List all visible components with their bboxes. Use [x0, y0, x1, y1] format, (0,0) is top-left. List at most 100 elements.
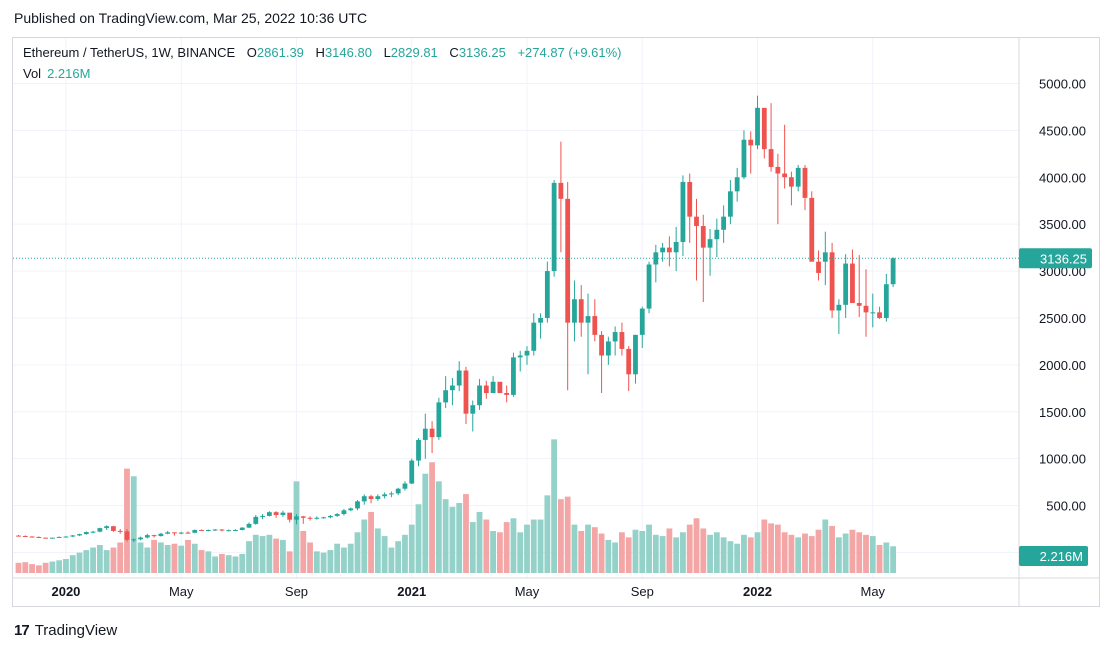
high-key: H — [315, 45, 325, 60]
candle-body — [172, 532, 177, 534]
candle-body — [104, 526, 110, 529]
candle-body — [300, 516, 306, 518]
volume-bar — [612, 542, 619, 573]
volume-bar — [524, 524, 530, 573]
x-tick-label: 2020 — [51, 584, 80, 599]
volume-bar — [551, 439, 558, 573]
candle-body — [748, 139, 754, 146]
volume-bar — [890, 546, 897, 573]
volume-bar — [395, 541, 402, 573]
candle-body — [307, 517, 313, 519]
candle-body — [477, 385, 482, 406]
volume-bar — [178, 545, 185, 573]
candle-body — [144, 535, 150, 538]
volume-bar — [469, 522, 476, 573]
candle-body — [389, 493, 394, 495]
volume-bar — [822, 519, 829, 573]
volume-bar — [374, 528, 381, 573]
volume-bar — [117, 542, 124, 573]
candle-body — [633, 334, 638, 375]
candle-body — [192, 529, 198, 533]
volume-bar — [625, 537, 632, 573]
candle-body — [348, 508, 354, 511]
volume-bar — [666, 528, 673, 573]
volume-bar — [171, 543, 178, 573]
volume-bar — [185, 539, 191, 573]
candle-body — [836, 304, 842, 311]
last-price-badge — [1019, 248, 1092, 269]
candle-body — [355, 501, 360, 509]
candle-body — [422, 428, 428, 440]
brand-name: TradingView — [34, 622, 118, 639]
candle-body — [639, 308, 645, 335]
volume-bar — [415, 504, 422, 573]
tradingview-logo[interactable]: 17 TradingView — [14, 622, 117, 639]
candle-body — [585, 316, 591, 323]
candle-body — [761, 107, 767, 150]
volume-bar — [605, 539, 612, 573]
candle-body — [375, 496, 381, 500]
candle-body — [327, 515, 333, 518]
last-price-label: 3136.25 — [1040, 251, 1087, 266]
candle-body — [402, 483, 408, 489]
candle-body — [280, 512, 286, 515]
candle-body — [138, 537, 143, 540]
y-tick-label: 5000.00 — [1039, 76, 1086, 91]
volume-bar — [408, 524, 415, 573]
candle-body — [212, 529, 218, 531]
x-tick-label: Sep — [631, 584, 654, 599]
volume-bar — [558, 499, 564, 573]
candle-body — [883, 284, 889, 318]
candle-body — [287, 512, 293, 520]
volume-bar — [598, 533, 605, 573]
volume-bar — [422, 473, 429, 573]
symbol-label[interactable]: Ethereum / TetherUS, 1W, BINANCE — [23, 45, 236, 60]
volume-bar — [564, 496, 571, 573]
volume-bar — [747, 537, 754, 573]
volume-bar — [449, 506, 456, 573]
y-tick-label: 500.00 — [1046, 499, 1086, 514]
volume-bar — [42, 562, 49, 573]
legend-volume: Vol 2.216M — [23, 66, 90, 81]
x-tick-label: 2021 — [397, 584, 426, 599]
volume-bar — [137, 542, 144, 573]
volume-bar — [490, 531, 496, 573]
candle-body — [16, 535, 21, 537]
candle-body — [117, 530, 123, 532]
candle-body — [850, 263, 855, 303]
volume-bar — [652, 534, 659, 573]
volume-badge — [1019, 546, 1088, 566]
candle-body — [70, 535, 76, 537]
volume-bar — [205, 551, 212, 573]
candle-body — [511, 357, 516, 395]
axes: 5000.004500.004000.003500.003000.002500.… — [13, 38, 1099, 607]
volume-bar — [334, 543, 341, 573]
volume-bar — [293, 481, 300, 573]
open-value: 2861.39 — [256, 45, 304, 60]
volume-bar — [686, 524, 693, 573]
volume-bar — [883, 542, 890, 573]
volume-bar — [571, 524, 578, 573]
volume-bar — [510, 518, 517, 573]
candle-body — [483, 385, 489, 394]
volume-bar — [22, 562, 29, 573]
volume-bar — [164, 545, 171, 573]
candle-body — [497, 381, 503, 394]
volume-bar — [659, 536, 666, 573]
volume-bar — [381, 536, 388, 573]
candle-body — [538, 317, 543, 323]
volume-bar — [368, 511, 374, 573]
x-tick-label: May — [515, 584, 540, 599]
volume-bar — [63, 559, 69, 573]
candle-body — [219, 529, 225, 531]
close-value: 3136.25 — [458, 45, 506, 60]
candle-body — [470, 405, 476, 414]
volume-bar — [320, 552, 327, 573]
candle-body — [97, 528, 103, 532]
candle-body — [321, 517, 326, 519]
volume-bar — [761, 519, 768, 573]
candle-body — [809, 197, 815, 262]
volume-bar — [808, 536, 815, 573]
candle-body — [822, 252, 828, 262]
